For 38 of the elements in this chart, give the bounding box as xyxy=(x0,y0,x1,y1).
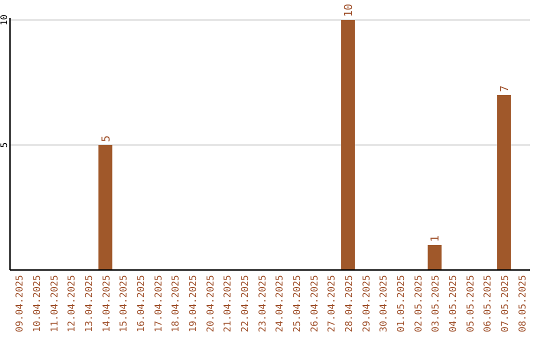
x-tick-label: 02.05.2025 xyxy=(413,275,424,332)
x-tick-label: 01.05.2025 xyxy=(396,275,407,332)
x-tick-label: 18.04.2025 xyxy=(170,275,182,332)
x-tick-label: 09.04.2025 xyxy=(14,275,26,332)
x-tick-label: 24.04.2025 xyxy=(274,275,286,332)
data-label: 7 xyxy=(498,85,511,92)
x-tick-label: 05.05.2025 xyxy=(465,275,476,332)
x-tick-label: 17.04.2025 xyxy=(153,275,164,332)
x-tick-label: 08.05.2025 xyxy=(517,275,528,332)
x-tick-label: 07.05.2025 xyxy=(500,275,511,332)
x-tick-label: 16.04.2025 xyxy=(136,275,147,332)
x-tick-label: 14.04.2025 xyxy=(101,275,112,332)
x-tick-label: 13.04.2025 xyxy=(84,275,95,332)
x-tick-label: 27.04.2025 xyxy=(326,275,338,332)
data-label: 10 xyxy=(342,4,355,17)
bar xyxy=(98,145,112,270)
x-tick-label: 28.04.2025 xyxy=(344,275,355,332)
bar xyxy=(428,245,442,270)
x-tick-label: 03.05.2025 xyxy=(430,275,442,332)
x-tick-label: 25.04.2025 xyxy=(292,275,303,332)
x-tick-label: 20.04.2025 xyxy=(205,275,216,332)
data-label: 1 xyxy=(428,235,442,242)
bar xyxy=(341,20,355,270)
x-tick-label: 29.04.2025 xyxy=(361,275,372,332)
x-tick-label: 21.04.2025 xyxy=(222,275,234,332)
data-label: 5 xyxy=(99,135,112,142)
x-tick-label: 10.04.2025 xyxy=(32,275,43,332)
x-tick-label: 22.04.2025 xyxy=(240,275,251,332)
x-tick-label: 30.04.2025 xyxy=(378,275,390,332)
x-tick-label: 12.04.2025 xyxy=(66,275,78,332)
x-tick-label: 19.04.2025 xyxy=(188,275,199,332)
x-tick-label: 11.04.2025 xyxy=(49,275,60,332)
x-tick-label: 06.05.2025 xyxy=(482,275,494,332)
x-tick-label: 26.04.2025 xyxy=(309,275,320,332)
x-tick-label: 04.05.2025 xyxy=(448,275,459,332)
x-tick-label: 23.04.2025 xyxy=(257,275,268,332)
x-tick-label: 15.04.2025 xyxy=(118,275,130,332)
bar xyxy=(497,95,511,270)
